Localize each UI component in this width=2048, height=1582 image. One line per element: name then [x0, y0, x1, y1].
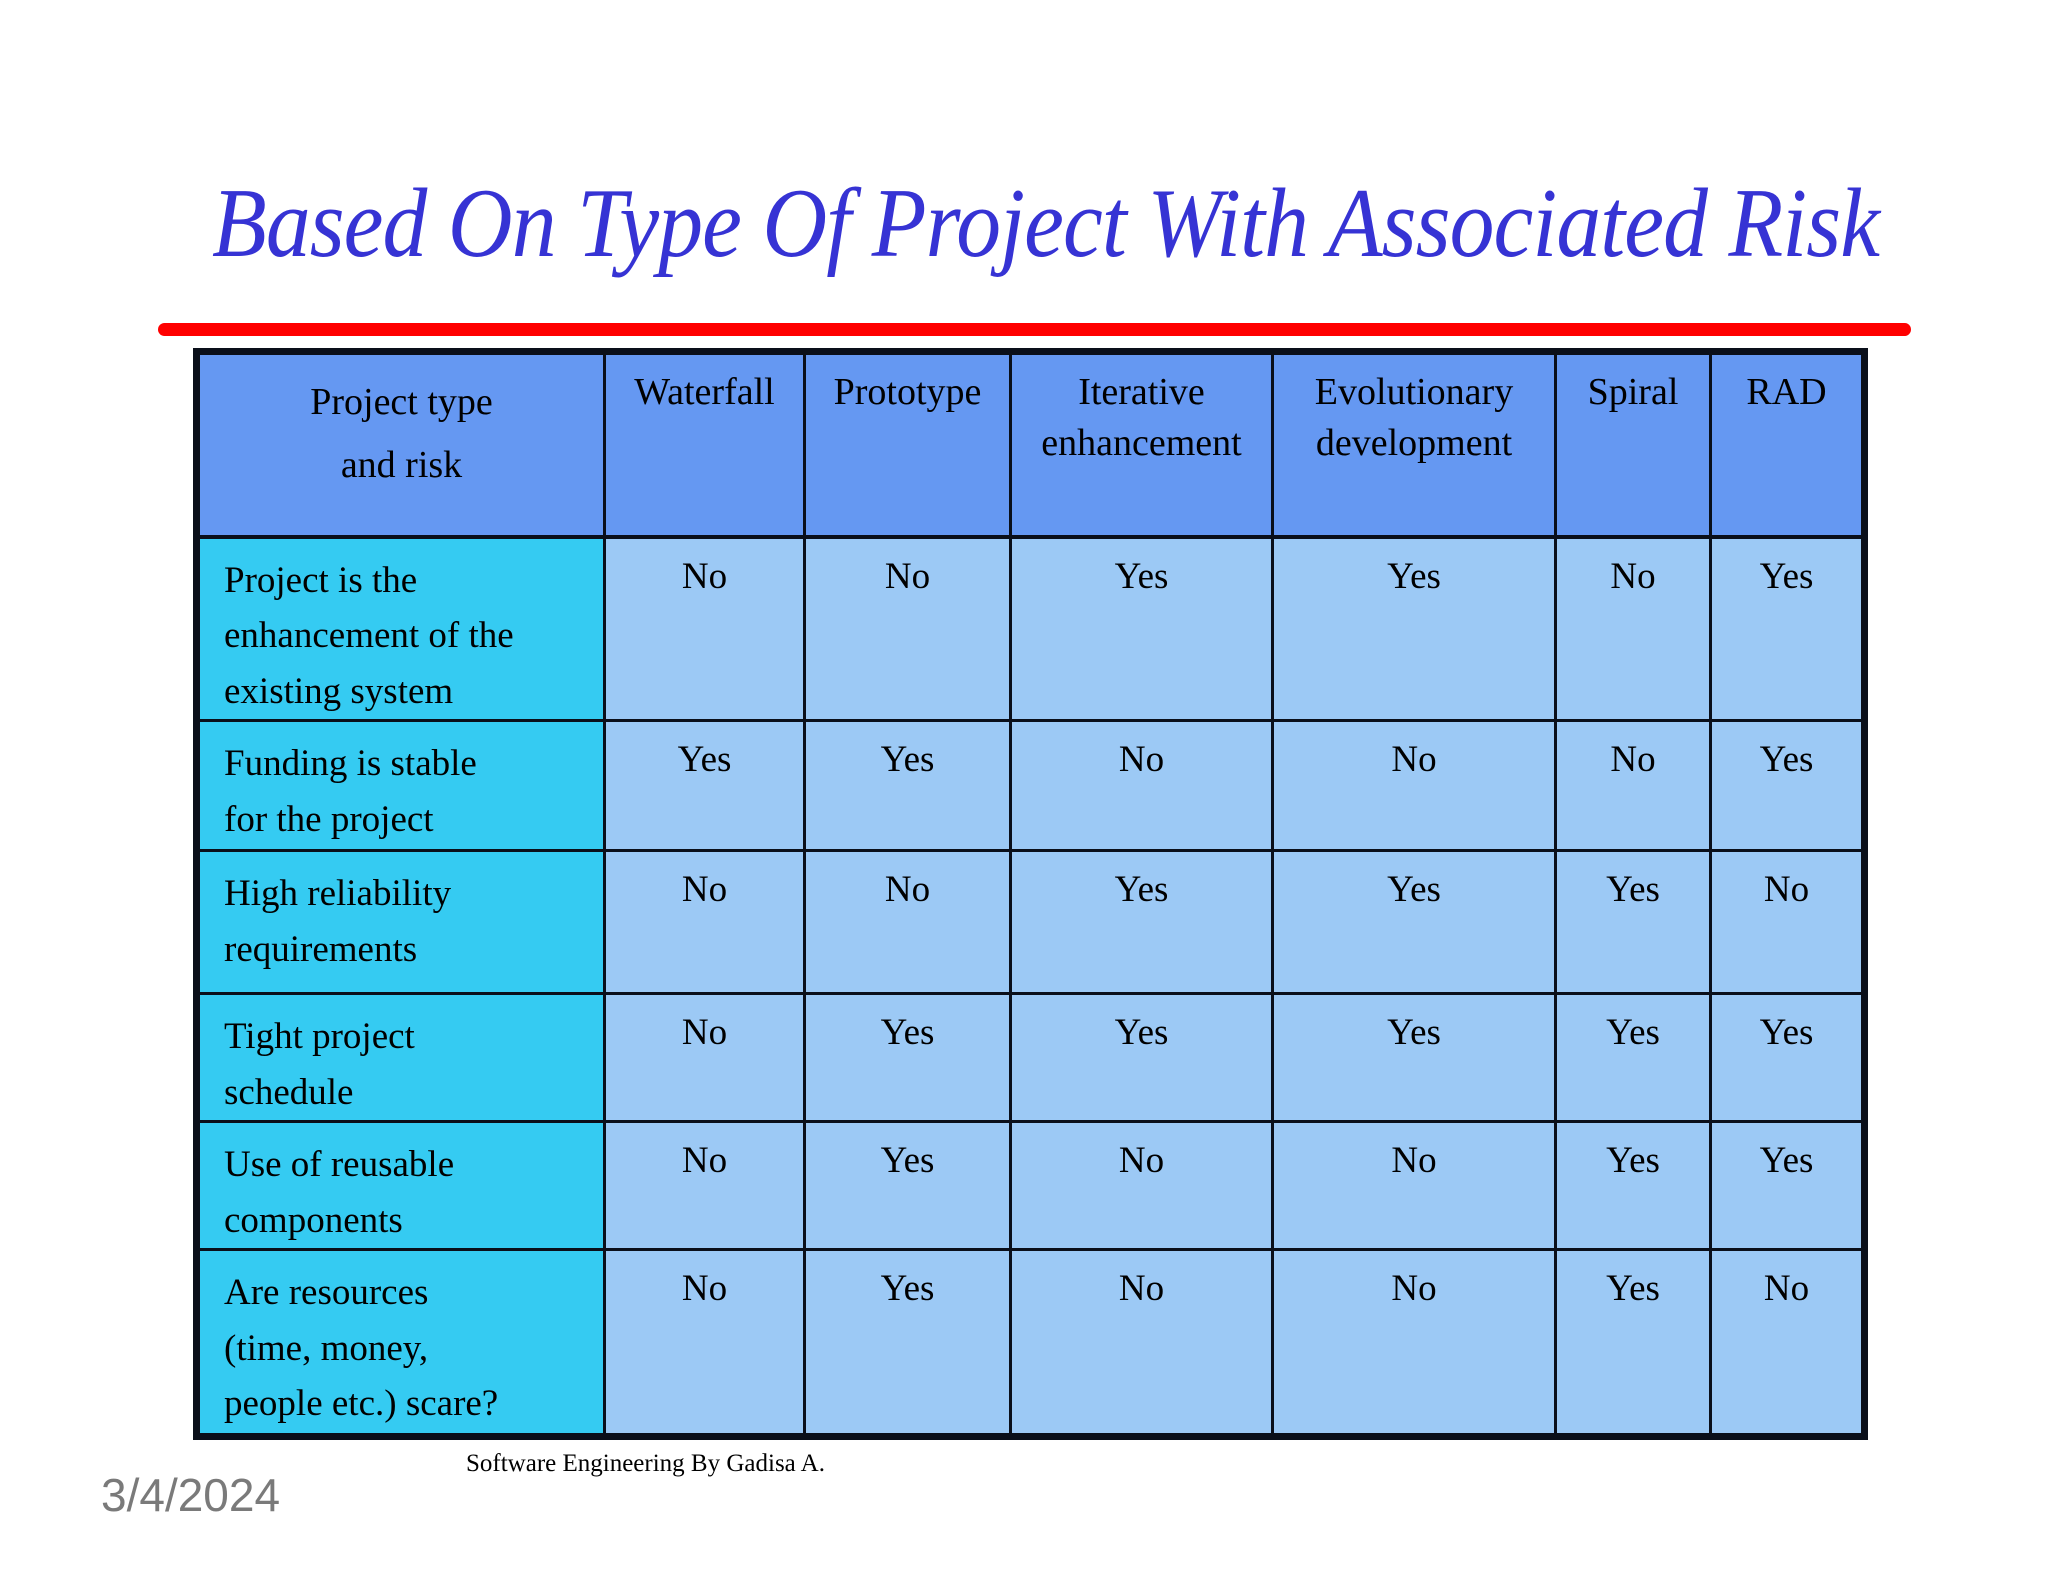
cell-value: Yes	[1009, 535, 1274, 722]
cell-value: No	[603, 1248, 806, 1438]
cell-value: No	[603, 1120, 806, 1251]
cell-value: Yes	[603, 719, 806, 852]
cell-value: Yes	[1554, 1248, 1712, 1438]
cell-value: Yes	[1554, 849, 1712, 995]
cell-value: Yes	[1709, 719, 1866, 852]
column-header-evolutionary-development: Evolutionary development	[1271, 350, 1557, 539]
cell-value: No	[1009, 719, 1274, 852]
table-row: Funding is stable for the project Yes Yes…	[195, 719, 1866, 852]
column-header-spiral: Spiral	[1554, 350, 1712, 539]
cell-value: Yes	[1009, 849, 1274, 995]
table-row: Tight project schedule No Yes Yes Yes Yes Yes	[195, 992, 1866, 1123]
cell-value: No	[1271, 1248, 1557, 1438]
cell-value: Yes	[803, 992, 1012, 1123]
page-title: Based On Type Of Project With Associated…	[212, 169, 1880, 278]
cell-value: Yes	[1271, 535, 1557, 722]
cell-value: No	[803, 849, 1012, 995]
cell-value: No	[1271, 1120, 1557, 1251]
cell-value: No	[1554, 719, 1712, 852]
column-header-waterfall: Waterfall	[603, 350, 806, 539]
column-header-iterative-enhancement: Iterative enhancement	[1009, 350, 1274, 539]
cell-value: Yes	[1271, 849, 1557, 995]
column-header-prototype: Prototype	[803, 350, 1012, 539]
table-row: High reliability requirements No No Yes Yes…	[195, 849, 1866, 995]
cell-value: Yes	[1271, 992, 1557, 1123]
row-label: Use of reusable components	[195, 1120, 606, 1251]
table-row: Use of reusable components No Yes No No Yes Y…	[195, 1120, 1866, 1251]
row-label: Tight project schedule	[195, 992, 606, 1123]
cell-value: Yes	[803, 719, 1012, 852]
cell-value: No	[603, 535, 806, 722]
cell-value: No	[1709, 1248, 1866, 1438]
row-label: High reliability requirements	[195, 849, 606, 995]
cell-value: Yes	[1709, 992, 1866, 1123]
cell-value: No	[1009, 1120, 1274, 1251]
cell-value: Yes	[1554, 992, 1712, 1123]
cell-value: No	[1554, 535, 1712, 722]
row-label: Are resources (time, money, people etc.)…	[195, 1248, 606, 1438]
cell-value: Yes	[1009, 992, 1274, 1123]
cell-value: Yes	[803, 1248, 1012, 1438]
cell-value: Yes	[1709, 1120, 1866, 1251]
row-label: Project is the enhancement of the existi…	[195, 535, 606, 722]
cell-value: Yes	[1709, 535, 1866, 722]
table-row: Are resources (time, money, people etc.)…	[195, 1248, 1866, 1438]
title-underline-rule	[158, 323, 1911, 336]
cell-value: No	[603, 992, 806, 1123]
cell-value: Yes	[803, 1120, 1012, 1251]
table-row: Project is the enhancement of the existi…	[195, 535, 1866, 722]
cell-value: No	[1271, 719, 1557, 852]
cell-value: No	[1009, 1248, 1274, 1438]
cell-value: No	[1709, 849, 1866, 995]
header-row: Project type and risk Waterfall Prototyp…	[195, 350, 1866, 539]
project-risk-comparison-table: Project type and risk Waterfall Prototyp…	[193, 348, 1868, 1440]
column-header-rad: RAD	[1709, 350, 1866, 539]
cell-value: No	[803, 535, 1012, 722]
slide-date: 3/4/2024	[101, 1469, 281, 1521]
footer-credit: Software Engineering By Gadisa A.	[466, 1450, 825, 1477]
corner-header: Project type and risk	[195, 350, 606, 539]
cell-value: No	[603, 849, 806, 995]
cell-value: Yes	[1554, 1120, 1712, 1251]
row-label: Funding is stable for the project	[195, 719, 606, 852]
